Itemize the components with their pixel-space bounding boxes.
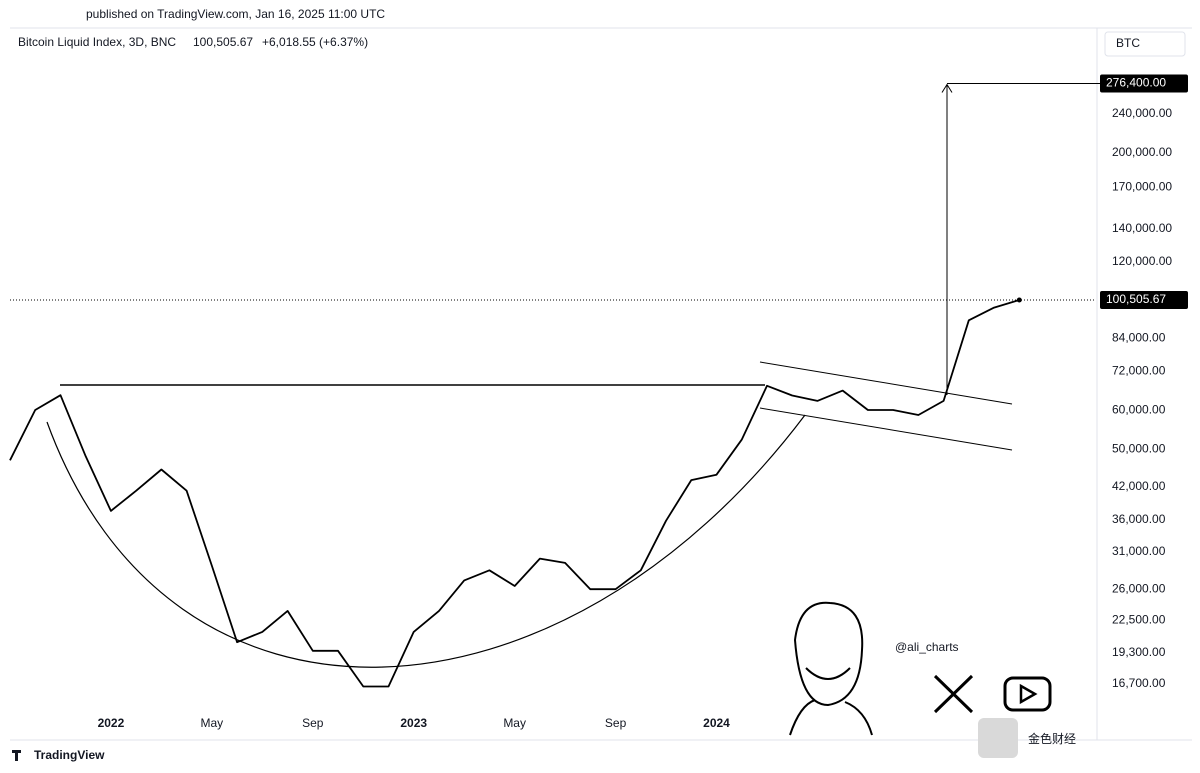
y-tick-label: 50,000.00 xyxy=(1112,442,1166,456)
channel-bottom xyxy=(759,407,1013,451)
cup-curve xyxy=(46,414,806,668)
brand-logo xyxy=(12,750,21,761)
x-tick-label: 2023 xyxy=(400,716,427,730)
last-point xyxy=(1016,297,1022,303)
logo-box xyxy=(978,718,1018,758)
y-tick-label: 170,000.00 xyxy=(1112,180,1172,194)
y-tick-label: 72,000.00 xyxy=(1112,363,1166,377)
y-tick-label: 240,000.00 xyxy=(1112,106,1172,120)
y-tick-label: 140,000.00 xyxy=(1112,221,1172,235)
channel-top xyxy=(759,361,1013,405)
chart-title: Bitcoin Liquid Index, 3D, BNC xyxy=(18,35,176,49)
brand: TradingView xyxy=(34,748,105,762)
play-icon xyxy=(1019,683,1038,705)
x-tick-label: May xyxy=(503,716,526,730)
watermark-cn: 金色财经 xyxy=(1028,731,1076,746)
price-line xyxy=(9,299,1020,688)
x-tick-label: 2022 xyxy=(98,716,125,730)
y-tick-label: 16,700.00 xyxy=(1112,676,1166,690)
y-tick-label: 120,000.00 xyxy=(1112,254,1172,268)
avatar xyxy=(789,601,873,736)
watermark: @ali_charts xyxy=(895,640,959,654)
x-tick-label: Sep xyxy=(605,716,627,730)
target-label: 276,400.00 xyxy=(1106,76,1166,90)
y-tick-label: 60,000.00 xyxy=(1112,402,1166,416)
y-tick-label: 42,000.00 xyxy=(1112,479,1166,493)
price-label: 100,505.67 xyxy=(1106,292,1166,306)
x-tick-label: May xyxy=(201,716,224,730)
published-note: published on TradingView.com, Jan 16, 20… xyxy=(86,7,385,21)
header-change: +6,018.55 (+6.37%) xyxy=(262,35,368,49)
y-tick-label: 22,500.00 xyxy=(1112,612,1166,626)
x-tick-label: Sep xyxy=(302,716,324,730)
y-tick-label: 31,000.00 xyxy=(1112,544,1166,558)
header-price: 100,505.67 xyxy=(193,35,253,49)
y-tick-label: 36,000.00 xyxy=(1112,512,1166,526)
x-tick-label: 2024 xyxy=(703,716,730,730)
youtube-icon xyxy=(1003,676,1052,712)
currency[interactable]: BTC xyxy=(1116,36,1140,50)
y-tick-label: 19,300.00 xyxy=(1112,645,1166,659)
arrow-head xyxy=(941,83,953,93)
y-tick-label: 84,000.00 xyxy=(1112,331,1166,345)
price-label-box xyxy=(1100,290,1188,309)
y-tick-label: 200,000.00 xyxy=(1112,145,1172,159)
currency-box[interactable] xyxy=(1104,31,1186,57)
x-icon xyxy=(933,674,974,714)
y-tick-label: 26,000.00 xyxy=(1112,581,1166,595)
drawings xyxy=(46,83,1100,668)
target-label-box xyxy=(1100,74,1188,93)
